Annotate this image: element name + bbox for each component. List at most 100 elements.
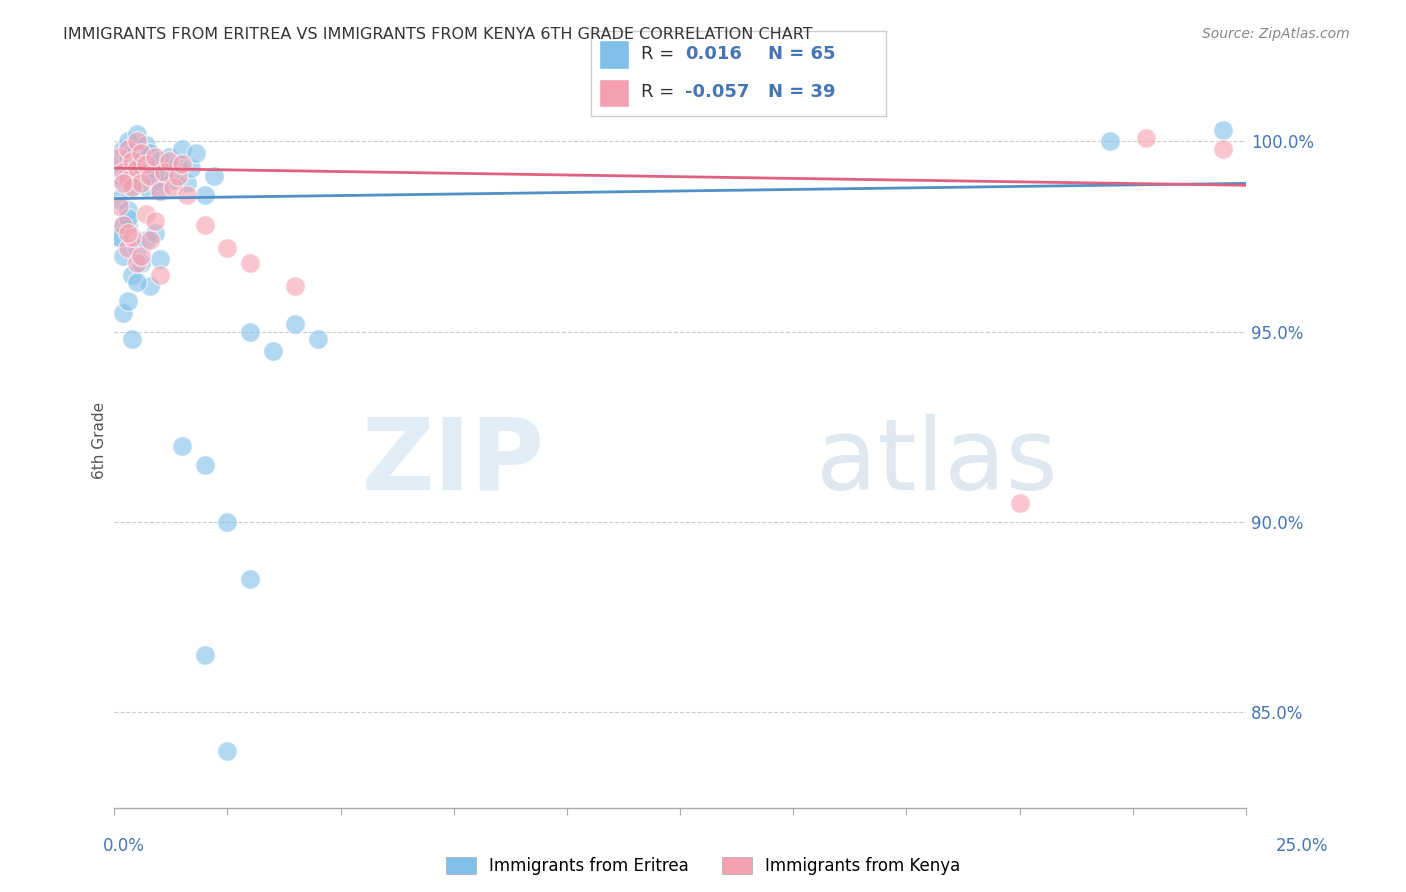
Point	[125, 241, 148, 255]
Point	[112, 219, 135, 233]
Point	[107, 199, 129, 213]
Point	[131, 256, 153, 270]
Point	[139, 145, 162, 160]
Text: N = 39: N = 39	[768, 83, 835, 101]
Point	[1212, 123, 1234, 137]
Text: Source: ZipAtlas.com: Source: ZipAtlas.com	[1202, 27, 1350, 41]
Point	[194, 219, 217, 233]
Text: 0.016: 0.016	[685, 45, 742, 63]
Point	[139, 279, 162, 293]
Point	[135, 180, 157, 194]
Point	[112, 306, 135, 320]
Point	[117, 211, 139, 225]
Point	[284, 279, 307, 293]
Point	[125, 157, 148, 171]
Point	[135, 138, 157, 153]
Point	[1098, 135, 1121, 149]
Point	[148, 252, 170, 267]
Point	[153, 165, 176, 179]
Text: R =: R =	[641, 83, 673, 101]
Point	[117, 142, 139, 156]
Point	[172, 142, 194, 156]
Point	[125, 142, 148, 156]
Point	[148, 184, 170, 198]
Point	[107, 229, 129, 244]
Point	[131, 177, 153, 191]
Text: N = 65: N = 65	[768, 45, 835, 63]
Point	[172, 439, 194, 453]
Bar	[599, 40, 628, 69]
Point	[125, 127, 148, 141]
Point	[107, 229, 129, 244]
Point	[1008, 496, 1031, 510]
Point	[148, 268, 170, 282]
Point	[135, 157, 157, 171]
Y-axis label: 6th Grade: 6th Grade	[93, 401, 107, 479]
Point	[131, 145, 153, 160]
Point	[143, 214, 166, 228]
Text: IMMIGRANTS FROM ERITREA VS IMMIGRANTS FROM KENYA 6TH GRADE CORRELATION CHART: IMMIGRANTS FROM ERITREA VS IMMIGRANTS FR…	[63, 27, 813, 42]
Point	[1212, 142, 1234, 156]
Point	[139, 234, 162, 248]
Point	[125, 135, 148, 149]
Point	[125, 276, 148, 290]
Point	[135, 207, 157, 221]
Point	[112, 177, 135, 191]
Text: atlas: atlas	[815, 414, 1057, 511]
Point	[121, 177, 143, 191]
Point	[148, 184, 170, 198]
Point	[107, 150, 129, 164]
Point	[121, 229, 143, 244]
Point	[117, 202, 139, 217]
Point	[157, 153, 180, 168]
Point	[112, 165, 135, 179]
Point	[125, 161, 148, 175]
Point	[112, 172, 135, 186]
Point	[121, 180, 143, 194]
Point	[121, 333, 143, 347]
Point	[176, 177, 198, 191]
Point	[143, 150, 166, 164]
Point	[117, 294, 139, 309]
Point	[131, 169, 153, 183]
Point	[217, 241, 239, 255]
Point	[162, 180, 184, 194]
Point	[172, 157, 194, 171]
Text: R =: R =	[641, 45, 673, 63]
Point	[131, 249, 153, 263]
Point	[143, 172, 166, 186]
Point	[121, 180, 143, 194]
Bar	[599, 78, 628, 108]
Point	[239, 572, 262, 586]
Point	[217, 743, 239, 757]
Point	[239, 325, 262, 339]
Text: 0.0%: 0.0%	[103, 837, 145, 855]
Point	[117, 161, 139, 175]
Point	[194, 458, 217, 472]
Point	[166, 157, 188, 171]
Text: 25.0%: 25.0%	[1277, 837, 1329, 855]
Point	[107, 192, 129, 206]
Point	[284, 317, 307, 331]
Point	[157, 150, 180, 164]
Point	[121, 268, 143, 282]
Point	[112, 165, 135, 179]
Point	[121, 145, 143, 160]
Point	[121, 153, 143, 168]
Point	[112, 142, 135, 156]
Point	[117, 135, 139, 149]
Point	[307, 333, 329, 347]
Point	[117, 150, 139, 164]
Point	[117, 241, 139, 255]
Point	[262, 343, 284, 358]
Text: ZIP: ZIP	[361, 414, 544, 511]
Point	[202, 169, 225, 183]
Point	[176, 187, 198, 202]
Point	[131, 153, 153, 168]
Point	[1135, 130, 1157, 145]
Point	[162, 172, 184, 186]
Point	[194, 187, 217, 202]
Point	[166, 169, 188, 183]
Point	[125, 256, 148, 270]
Point	[184, 145, 207, 160]
